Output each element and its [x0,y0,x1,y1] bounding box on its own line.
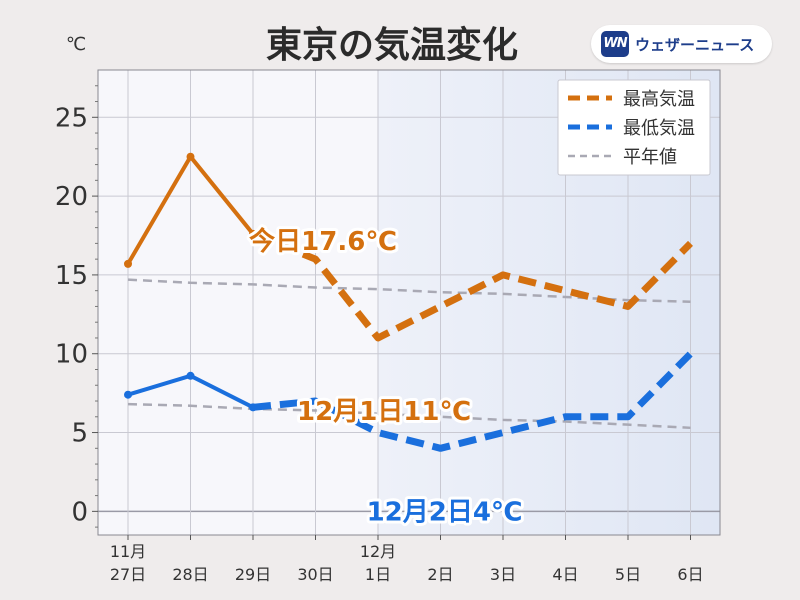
plot-frame [97,69,721,536]
legend-label: 平年値 [623,147,677,168]
y-tick-label: 25 [55,103,88,133]
y-tick-label: 15 [55,261,88,291]
y-axis-label: ℃ [66,34,86,55]
y-tick-label: 5 [71,419,88,449]
weathernews-logo-icon: WN [601,31,629,57]
x-tick-label: 5日 [615,565,641,584]
legend-label: 最低気温 [623,118,695,139]
chart-title: 東京の気温変化 [266,24,518,66]
series-line-normal [127,278,691,303]
x-tick-label: 29日 [235,565,271,584]
series-line-high-forecast [251,230,693,342]
x-tick-label: 27日 [110,565,146,584]
y-tick-label: 10 [55,340,88,370]
series-line-normal [127,402,691,430]
annotation-label: 12月2日4℃ [367,497,523,527]
data-point-high [186,152,195,161]
legend-box [557,79,711,176]
x-tick-month-label: 12月 [360,542,396,561]
data-point-low [249,403,257,412]
x-tick-label: 4日 [552,565,578,584]
y-tick-label: 20 [55,182,88,212]
data-point-low [186,371,195,380]
series-line-low-forecast [252,351,693,452]
x-tick-label: 6日 [677,565,703,584]
data-point-high [124,259,132,268]
x-tick-label: 28日 [172,565,208,584]
annotation-label: 12月1日11℃ [297,397,471,427]
x-tick-label: 30日 [297,565,333,584]
weathernews-logo-text: ウェザーニュース [635,36,755,54]
y-tick-label: 0 [71,497,88,527]
annotation-label: 今日17.6℃ [249,226,397,257]
data-point-high [249,229,257,238]
x-tick-label: 1日 [365,565,391,584]
x-tick-month-label: 11月 [110,542,146,561]
x-tick-label: 3日 [490,565,516,584]
x-tick-label: 2日 [427,565,453,584]
legend-label: 最高気温 [623,89,695,110]
weathernews-logo: WN ウェザーニュース [591,25,772,63]
data-point-low [124,390,132,399]
